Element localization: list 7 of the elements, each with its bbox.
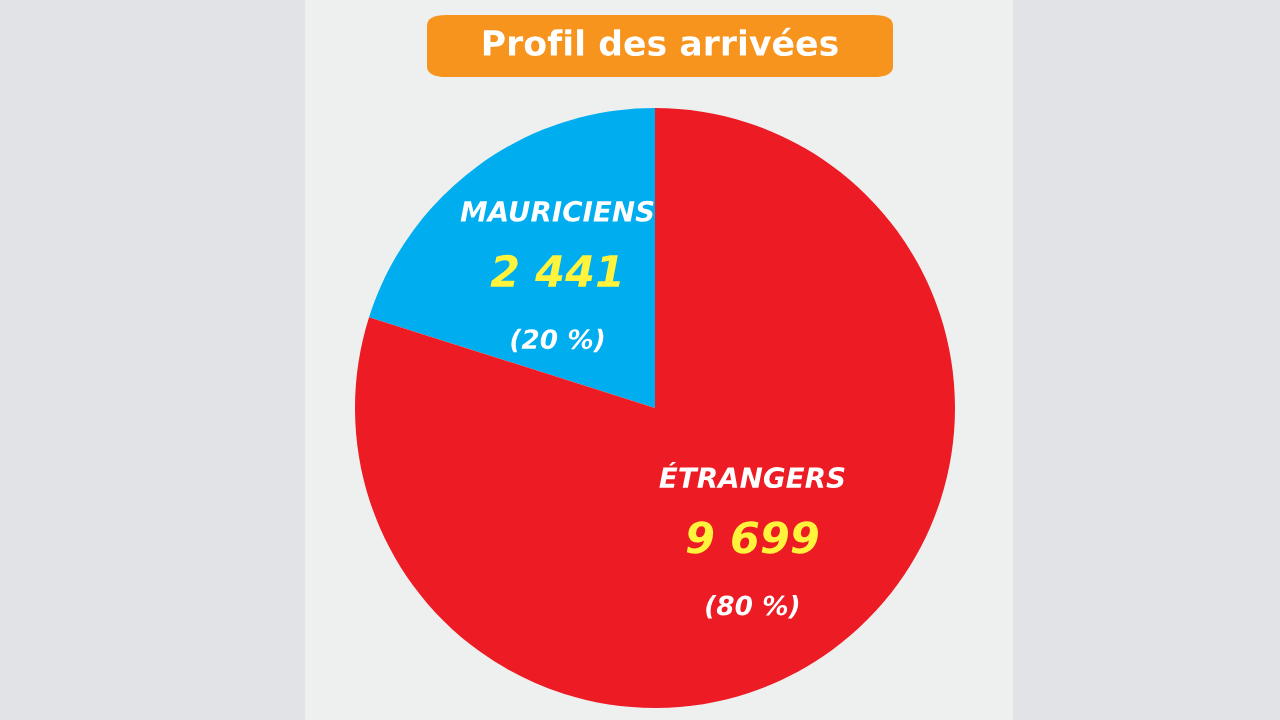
pie-slice xyxy=(369,108,655,408)
slice-label: ÉTRANGERS xyxy=(659,462,845,489)
chart-title: Profil des arrivées xyxy=(483,27,838,57)
data-label: 2 441 (20 %) xyxy=(490,254,620,353)
pie-slice xyxy=(355,108,955,708)
data-label: 9 699 (80 %) xyxy=(686,521,818,619)
slice-label: MAURICIENS xyxy=(460,200,654,222)
